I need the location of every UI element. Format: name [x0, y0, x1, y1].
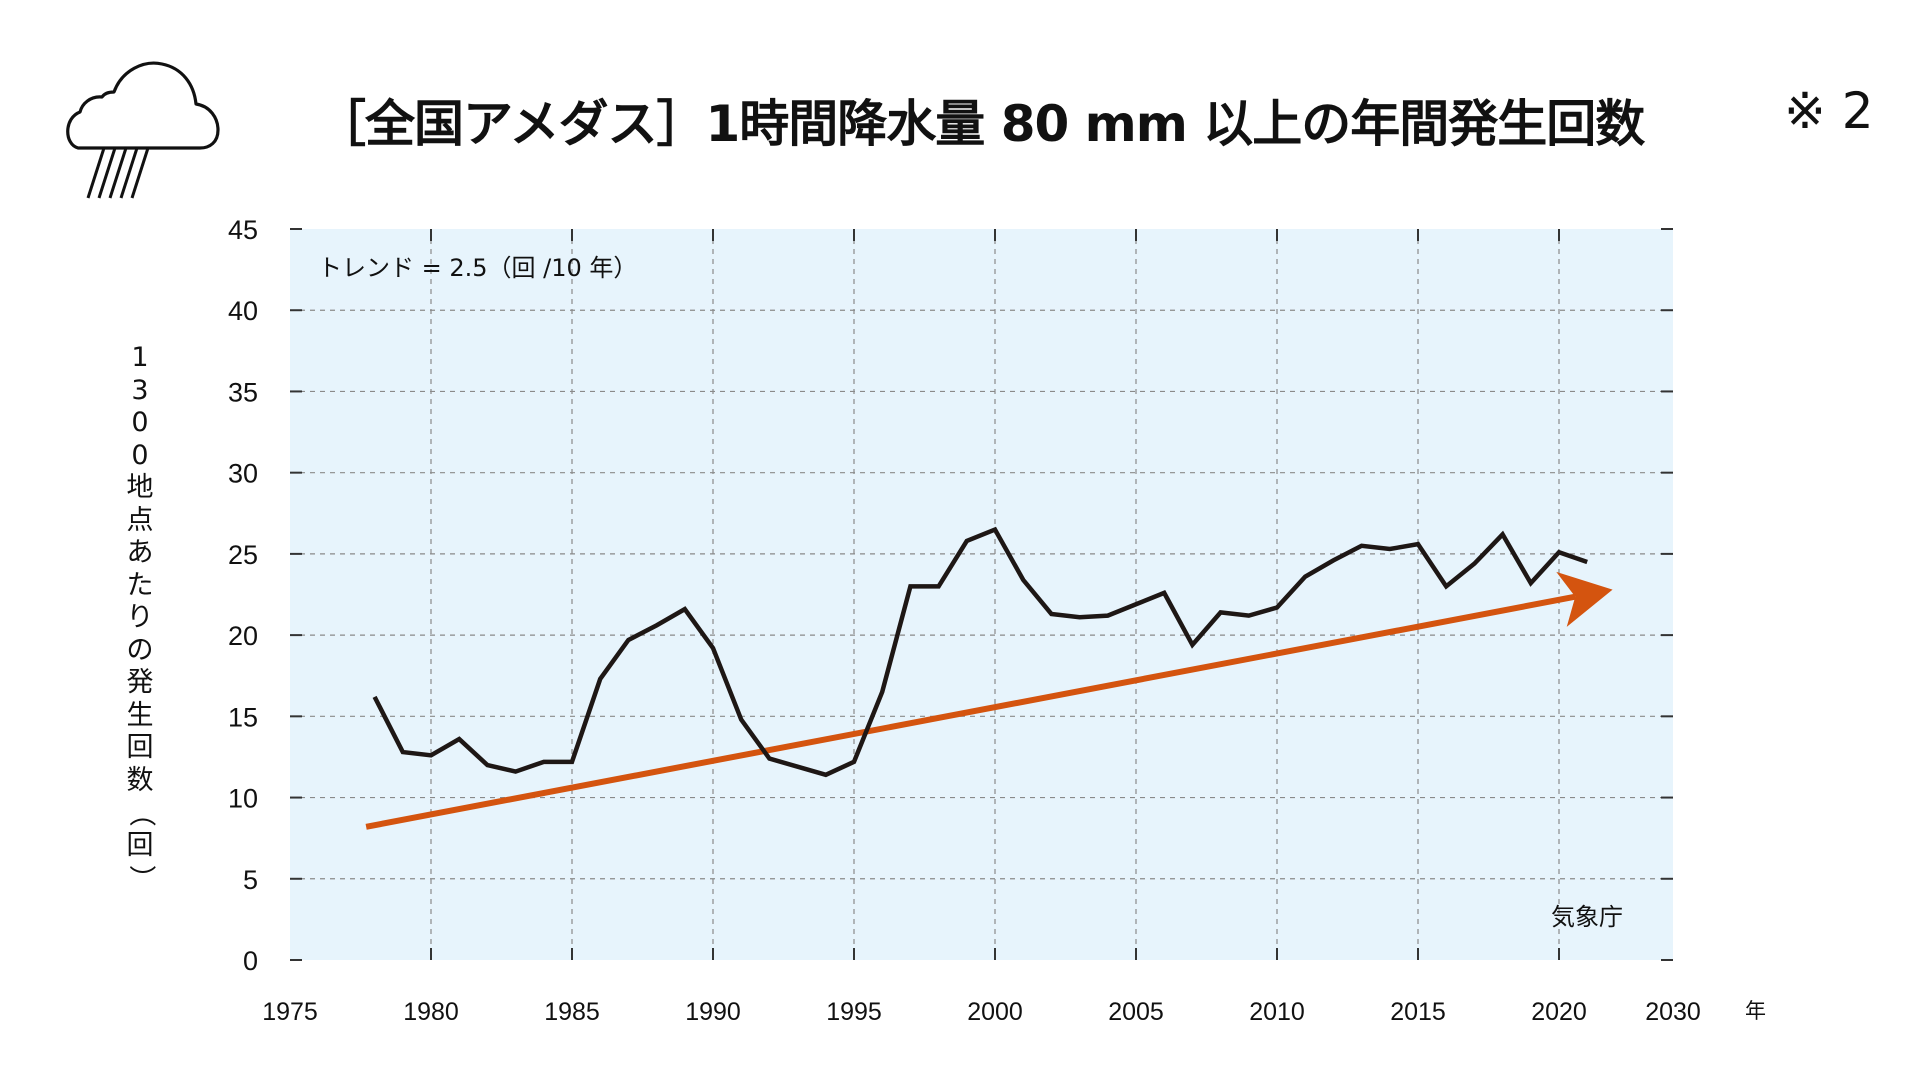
y-tick-labels: 0 5 10 15 20 25 30 35 40 45	[228, 215, 258, 976]
x-tick-label: 2015	[1390, 998, 1446, 1026]
y-tick-label: 25	[228, 540, 258, 570]
y-tick-label: 15	[228, 702, 258, 732]
y-tick-label: 35	[228, 377, 258, 407]
y-axis-label-char: り	[126, 602, 154, 633]
series-lines	[372, 526, 1588, 778]
x-tick-label: 2020	[1531, 998, 1587, 1026]
x-tick-labels: 1975 1980 1985 1990 1995 2000 2005 2010 2015 2020…	[262, 998, 1701, 1026]
chart-title: ［全国アメダス］1時間降水量 80 mm 以上の年間発生回数	[316, 95, 1645, 153]
trend-annotation: トレンド = 2.5（回 /10 年）	[318, 254, 637, 282]
source-label: 気象庁	[1551, 903, 1623, 931]
x-tick-label: 1990	[685, 998, 741, 1026]
y-axis-label-char: 発	[126, 667, 154, 698]
x-tick-label: 1985	[544, 998, 600, 1026]
cloud-outline	[66, 61, 220, 150]
y-tick-label: 40	[228, 296, 258, 326]
y-axis-label-char: あ	[126, 537, 154, 568]
y-axis-label-char: 3	[131, 374, 149, 406]
y-axis-label-char: 0	[131, 407, 149, 438]
x-axis-unit-label: 年	[1745, 999, 1766, 1023]
x-tick-label: 2010	[1249, 998, 1305, 1026]
x-tick-label: 1980	[403, 998, 459, 1026]
y-axis-label-char: 1	[131, 342, 149, 373]
y-axis-label-char: 点	[126, 504, 154, 536]
y-axis-label-char: 0	[131, 439, 149, 471]
trend-line	[365, 593, 1576, 830]
y-tick-label: 5	[243, 865, 258, 895]
x-tick-label: 1995	[826, 998, 882, 1026]
y-tick-label: 45	[228, 215, 258, 245]
footnote-marker: ※ 2	[1784, 82, 1874, 140]
y-axis-label-char: 地	[126, 472, 154, 503]
y-axis-label-char: 回	[126, 732, 154, 763]
y-axis-label-char: 回	[126, 829, 154, 861]
y-axis-label-char: 数	[126, 764, 154, 796]
trend-arrow	[365, 571, 1613, 830]
rain-lines	[86, 147, 150, 199]
y-axis-label-char: 生	[126, 699, 154, 731]
rain-cloud-icon	[66, 61, 220, 199]
x-tick-label: 2000	[967, 998, 1023, 1026]
y-axis-label: 1 3 0 0 地点あたりの発生回数（回）	[122, 342, 158, 895]
y-axis-label-char: た	[126, 569, 154, 601]
x-tick-label: 2005	[1108, 998, 1164, 1026]
grid-lines	[290, 229, 1673, 960]
series-line	[372, 526, 1588, 778]
trend-arrowhead	[1556, 571, 1613, 627]
y-axis-label-char: の	[126, 634, 154, 666]
axis-ticks	[290, 228, 1673, 961]
y-tick-label: 30	[228, 459, 258, 489]
x-tick-label: 1975	[262, 998, 318, 1026]
y-tick-label: 10	[228, 784, 258, 814]
y-tick-label: 0	[243, 946, 258, 976]
x-tick-label: 2030	[1645, 998, 1701, 1026]
plot-area	[290, 229, 1673, 960]
y-tick-label: 20	[228, 621, 258, 651]
